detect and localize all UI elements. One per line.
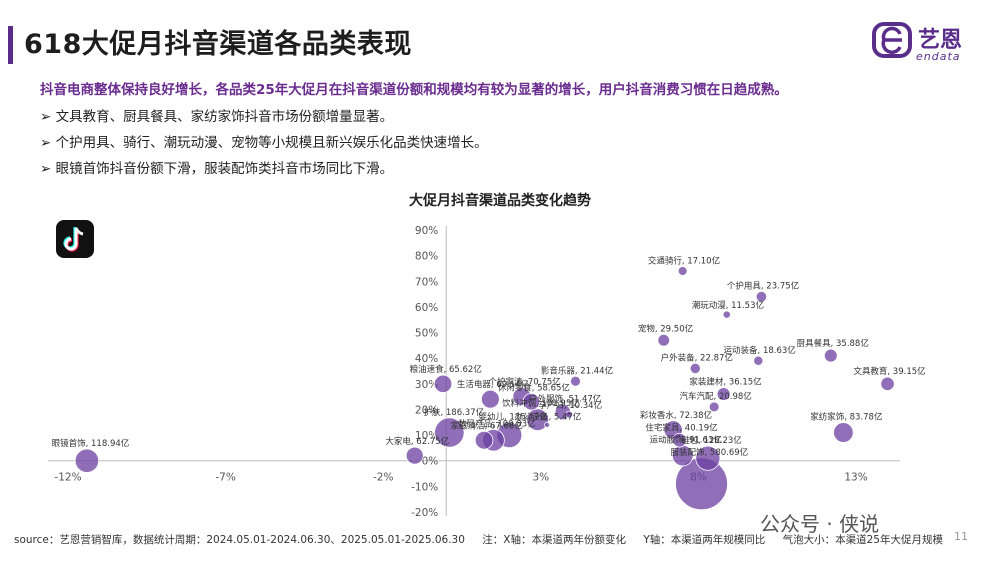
footer-x-note: 注：X轴：本渠道两年份额变化 — [482, 534, 626, 546]
bubble-point — [434, 417, 465, 448]
bubble-label: 彩妆香水, 72.38亿 — [640, 410, 712, 421]
y-tick-label: 70% — [415, 276, 438, 288]
bubble-label: 住宅家具, 40.19亿 — [645, 422, 717, 433]
bubble-label: 文具教育, 39.15亿 — [853, 366, 925, 377]
bubble-label: 宠物, 29.50亿 — [638, 323, 693, 334]
x-tick-label: -12% — [54, 472, 81, 484]
bubble-point — [833, 422, 854, 443]
x-tick-label: -7% — [215, 472, 235, 484]
bubble-label: 办公设备, 5.47亿 — [514, 411, 581, 422]
bubble-label: 户外服饰, 51.47亿 — [529, 393, 601, 404]
bubble-label: 户外装备, 22.87亿 — [661, 352, 733, 363]
bubble-label: 个护家清, 70.75亿 — [488, 377, 560, 388]
bubble-label: 家装建材, 36.15亿 — [689, 377, 761, 388]
footer: source：艺恩营销智库，数据统计周期：2024.05.01-2024.06.… — [14, 532, 957, 547]
bubble-label: 运动装备, 18.63亿 — [724, 345, 796, 356]
bubble-point — [480, 389, 500, 409]
logo-name: 艺恩 — [918, 28, 963, 53]
bubble-label: 大家电, 62.75亿 — [385, 436, 449, 447]
bubble-label: 汽车汽配, 20.98亿 — [680, 391, 752, 402]
bubble-label: 数码产品, 100.83亿 — [458, 418, 536, 429]
bubble-point — [474, 430, 494, 450]
x-tick-label: 3% — [532, 472, 549, 484]
bubble-point — [722, 310, 731, 319]
wechat-watermark: 公众号 · 侠说 — [760, 512, 880, 536]
bubble-label: 眼镜首饰, 118.94亿 — [52, 438, 130, 449]
logo-sub: endata — [916, 50, 961, 63]
bubble-label: 休闲零食, 58.65亿 — [498, 383, 570, 394]
bubble-point — [823, 348, 838, 363]
douyin-logo-icon — [56, 220, 94, 258]
bubble-point — [708, 401, 720, 413]
bubble-label: 粮油速食, 65.62亿 — [410, 364, 482, 375]
bubble-point — [565, 410, 574, 419]
bubble-point — [526, 408, 549, 432]
bubble-label: 生活电器, 69.14亿 — [457, 379, 529, 390]
bubble-point — [677, 266, 688, 276]
lead-text: 抖音电商整体保持良好增长，各品类25年大促月在抖音渠道份额和规模均有较为显著的增… — [40, 82, 788, 98]
bubble-label: 孕产妇, 10.34亿 — [538, 400, 602, 411]
chart-title: 大促月抖音渠道品类变化趋势 — [409, 193, 591, 209]
bubble-point — [755, 290, 768, 303]
footer-source: source：艺恩营销智库，数据统计周期：2024.05.01-2024.06.… — [14, 534, 465, 546]
footer-y-note: Y轴：本渠道两年规模同比 — [643, 534, 766, 546]
bubble-label: 潮玩动漫, 11.53亿 — [692, 300, 764, 311]
bullet-list: ➢ 文具教育、厨具餐具、家纺家饰抖音市场份额增量显著。 ➢ 个护用具、骑行、潮玩… — [40, 104, 488, 182]
y-tick-label: -10% — [411, 481, 438, 493]
bubble-point — [753, 355, 764, 366]
y-tick-label: 50% — [415, 328, 438, 340]
y-tick-label: 0% — [422, 456, 439, 468]
bubble-point — [716, 387, 731, 401]
bullet-item: ➢ 个护用具、骑行、潮玩动漫、宠物等小规模且新兴娱乐化品类快速增长。 — [40, 135, 488, 151]
bubble-label: 厨具餐具, 35.88亿 — [797, 338, 869, 349]
bubble-point — [433, 374, 453, 393]
bubble-label: 婴幼儿, 135.47亿 — [478, 412, 547, 423]
y-tick-label: -20% — [411, 507, 438, 519]
y-tick-label: 40% — [415, 353, 438, 365]
y-tick-label: 90% — [415, 225, 438, 237]
bubble-label: 家纺家饰, 83.78亿 — [810, 412, 882, 423]
bubble-point — [880, 376, 895, 391]
y-tick-label: 10% — [415, 430, 438, 442]
bullet-item: ➢ 眼镜首饰抖音份额下滑，服装配饰类抖音市场同比下滑。 — [40, 161, 394, 177]
bubble-point — [522, 393, 541, 411]
x-tick-label: -2% — [373, 472, 393, 484]
page-title: 618大促月抖音渠道各品类表现 — [24, 29, 412, 60]
page-number: 11 — [954, 530, 968, 543]
bubble-point — [544, 421, 551, 428]
bubble-point — [657, 333, 670, 347]
y-tick-label: 80% — [415, 251, 438, 263]
bubble-chart: 90% 80% 70% 60% 50% 40% 30% 20% 10% 0% -10% -20% -12… — [48, 225, 926, 519]
bubble-point — [689, 362, 701, 374]
logo: 艺恩 endata — [872, 20, 982, 64]
bubble-label: 交通骑行, 17.10亿 — [648, 256, 720, 267]
bubble-label: 影音乐器, 21.44亿 — [541, 365, 613, 376]
bubble-point — [405, 446, 424, 465]
y-tick-label: 30% — [415, 379, 438, 391]
bubble-label: 家庭清洁, 67.68亿 — [451, 420, 523, 431]
bubble-label: 服装配饰, 580.69亿 — [671, 447, 749, 458]
x-tick-label: 13% — [844, 472, 867, 484]
bubble-point — [695, 445, 721, 471]
bubble-label: 个护用具, 23.75亿 — [727, 280, 799, 291]
bubble-label: 运动服饰, 91.63亿 — [650, 434, 722, 445]
bubble-point — [74, 448, 100, 473]
bubble-point — [570, 375, 581, 387]
bubble-label: 护肤, 186.37亿 — [423, 407, 484, 418]
y-tick-label: 60% — [415, 302, 438, 314]
bubble-point — [672, 432, 687, 448]
footer-size-note: 气泡大小：本渠道25年大促月规模 — [782, 534, 943, 546]
y-tick-label: 20% — [415, 404, 438, 416]
title-accent-bar — [8, 26, 13, 64]
bubble-label: 鞋包, 126.23亿 — [681, 435, 742, 446]
bullet-item: ➢ 文具教育、厨具餐具、家纺家饰抖音市场份额增量显著。 — [40, 109, 394, 125]
endata-logo-icon — [872, 22, 912, 58]
bubble-label: 饮料冲调, 101.95亿 — [502, 398, 580, 409]
